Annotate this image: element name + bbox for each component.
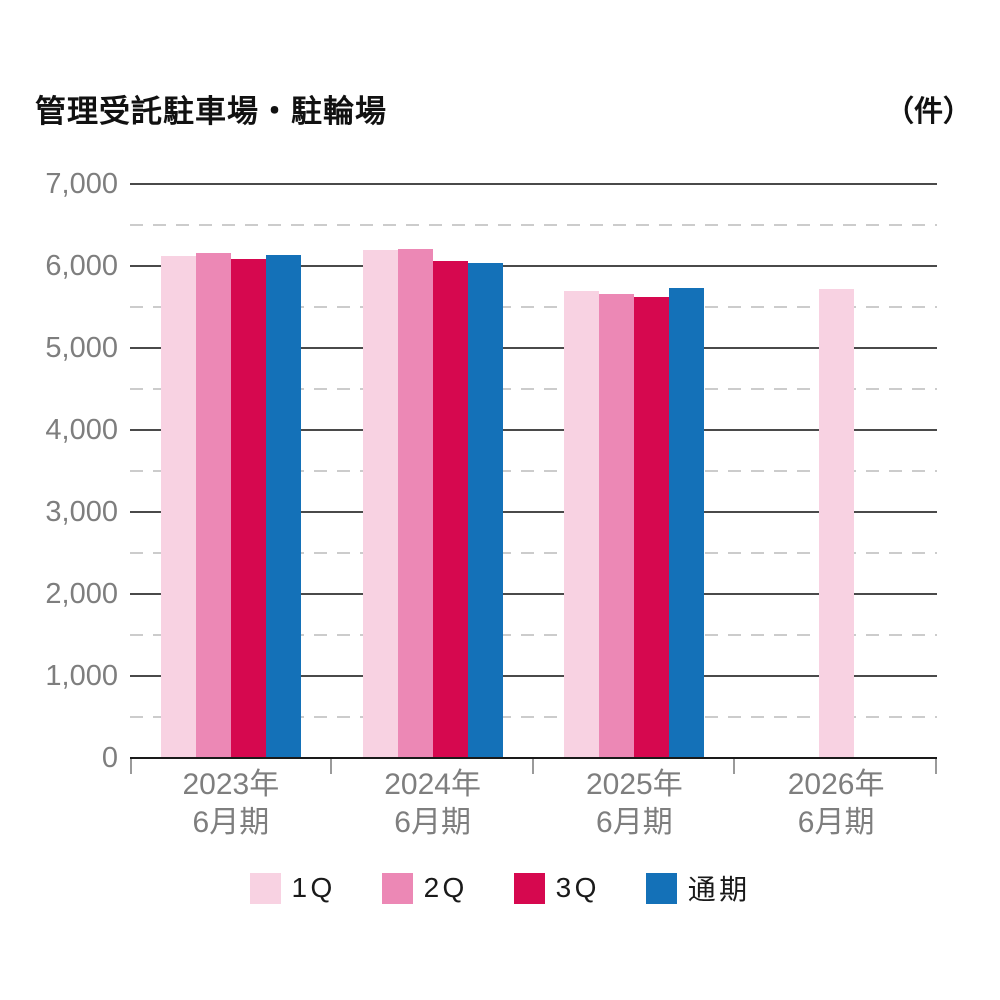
bar-通期-2025年6月期	[669, 288, 705, 758]
x-axis-category-label: 2023年 6月期	[182, 768, 280, 839]
y-axis-tick-label: 4,000	[45, 414, 118, 446]
bar-2Q-2024年6月期	[397, 248, 433, 758]
x-axis-tick	[130, 758, 132, 774]
bar-1Q-2023年6月期	[160, 256, 196, 758]
legend-item-1Q: 1Q	[249, 872, 336, 904]
bar-通期-2024年6月期	[467, 262, 503, 758]
legend: 1Q 2Q 3Q 通期	[0, 868, 1000, 908]
major-gridline	[130, 347, 937, 349]
y-axis-tick-label: 6,000	[45, 250, 118, 282]
minor-gridline	[130, 552, 937, 554]
bar-3Q-2023年6月期	[230, 258, 266, 758]
bar-1Q-2026年6月期	[818, 288, 854, 758]
legend-swatch-2Q	[381, 872, 413, 904]
y-axis-tick-label: 5,000	[45, 332, 118, 364]
bar-3Q-2025年6月期	[634, 297, 670, 758]
minor-gridline	[130, 470, 937, 472]
bar-2Q-2023年6月期	[195, 252, 231, 758]
bar-通期-2023年6月期	[265, 254, 301, 758]
bar-2Q-2025年6月期	[599, 293, 635, 758]
major-gridline	[130, 429, 937, 431]
chart-title: 管理受託駐車場・駐輪場	[35, 94, 387, 129]
y-axis-tick-label: 2,000	[45, 578, 118, 610]
minor-gridline	[130, 224, 937, 226]
legend-swatch-通期	[645, 872, 677, 904]
minor-gridline	[130, 388, 937, 390]
y-axis-tick-label: 3,000	[45, 496, 118, 528]
bar-1Q-2024年6月期	[362, 249, 398, 758]
legend-label: 通期	[687, 874, 751, 905]
legend-item-2Q: 2Q	[381, 872, 468, 904]
x-axis-category-label: 2025年 6月期	[586, 768, 683, 839]
x-axis-category-label: 2026年 6月期	[787, 768, 885, 839]
x-axis-tick	[531, 758, 534, 774]
y-axis-tick-label: 7,000	[45, 168, 118, 200]
x-axis-tick	[329, 758, 332, 774]
major-gridline	[130, 265, 937, 267]
x-axis-tick	[935, 758, 937, 774]
x-axis-tick	[733, 758, 736, 774]
x-axis-baseline	[130, 757, 937, 759]
minor-gridline	[130, 634, 937, 636]
legend-label: 3Q	[555, 872, 600, 903]
y-axis-tick-label: 1,000	[45, 660, 118, 692]
major-gridline	[130, 183, 937, 185]
unit-label: （件）	[884, 96, 972, 128]
major-gridline	[130, 593, 937, 595]
y-axis-tick-label: 0	[101, 742, 118, 774]
legend-item-通期: 通期	[645, 868, 751, 908]
legend-item-3Q: 3Q	[513, 872, 600, 904]
minor-gridline	[130, 306, 937, 308]
minor-gridline	[130, 716, 937, 718]
major-gridline	[130, 675, 937, 677]
legend-swatch-3Q	[513, 872, 545, 904]
bar-3Q-2024年6月期	[432, 261, 468, 758]
legend-swatch-1Q	[249, 872, 281, 904]
x-axis-category-label: 2024年 6月期	[384, 768, 481, 839]
bar-1Q-2025年6月期	[564, 290, 600, 758]
major-gridline	[130, 511, 937, 513]
legend-label: 2Q	[423, 872, 468, 903]
legend-label: 1Q	[291, 872, 336, 903]
